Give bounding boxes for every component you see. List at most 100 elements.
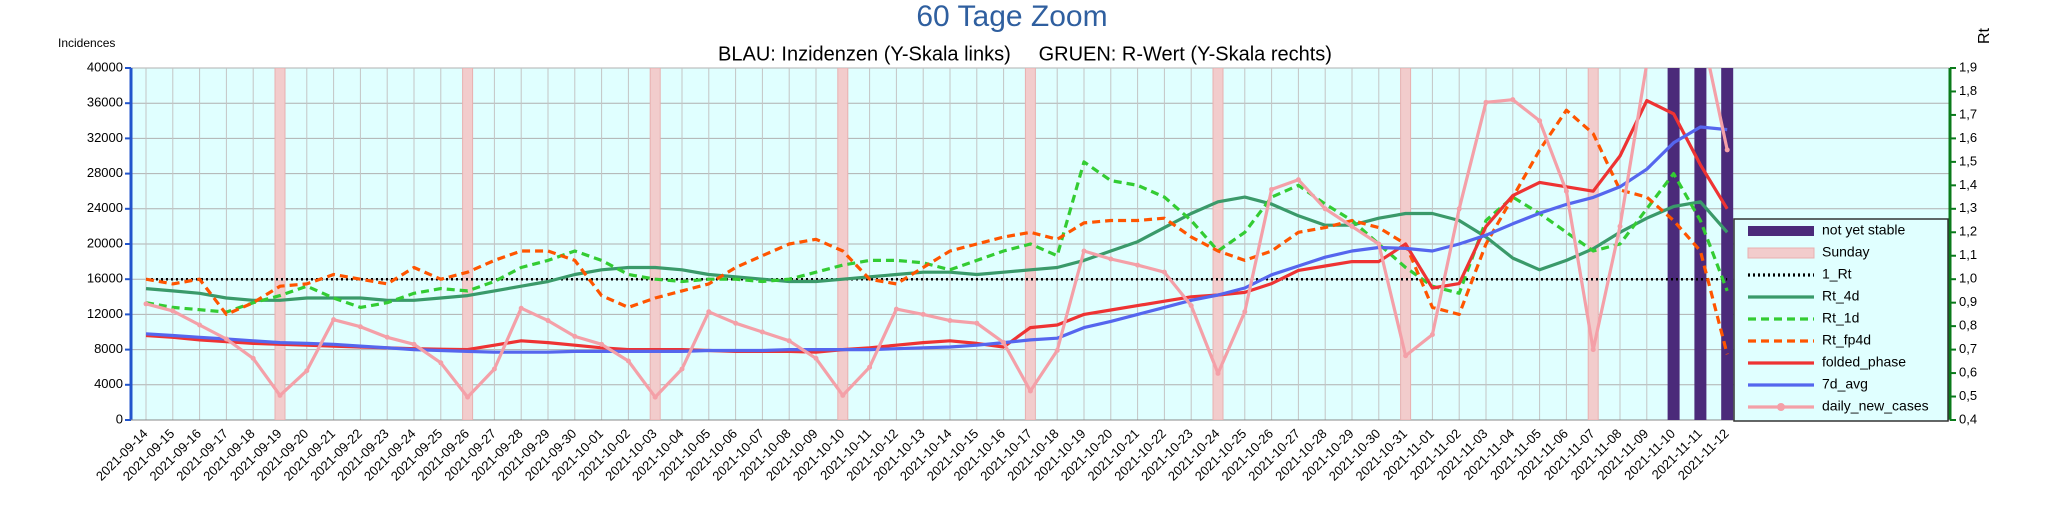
series-marker xyxy=(680,366,685,371)
series-marker xyxy=(438,360,443,365)
series-marker xyxy=(1644,61,1649,66)
y2-tick-label: 0,4 xyxy=(1959,411,1977,426)
series-marker xyxy=(1108,256,1113,261)
y2-axis-label: Rt xyxy=(1976,27,1993,44)
y-tick-label: 40000 xyxy=(87,59,123,74)
bar xyxy=(1721,68,1733,420)
y-tick-label: 0 xyxy=(116,411,123,426)
series-marker xyxy=(706,309,711,314)
y-tick-label: 4000 xyxy=(94,376,123,391)
series-marker xyxy=(921,312,926,317)
series-marker xyxy=(412,342,417,347)
series-marker xyxy=(170,308,175,313)
y-tick-label: 20000 xyxy=(87,235,123,250)
legend-swatch xyxy=(1748,226,1814,236)
y2-tick-label: 0,8 xyxy=(1959,318,1977,333)
series-marker xyxy=(1162,270,1167,275)
legend-label: Sunday xyxy=(1822,244,1869,260)
series-marker xyxy=(331,317,336,322)
series-marker xyxy=(1189,303,1194,308)
series-marker xyxy=(1484,100,1489,105)
legend-label: not yet stable xyxy=(1822,222,1905,238)
series-marker xyxy=(1296,177,1301,182)
series-marker xyxy=(974,321,979,326)
series-marker xyxy=(1350,224,1355,229)
series-marker xyxy=(572,334,577,339)
bar xyxy=(650,68,660,420)
legend-label: 1_Rt xyxy=(1822,266,1852,282)
y-tick-label: 36000 xyxy=(87,95,123,110)
legend-label: folded_phase xyxy=(1822,354,1906,370)
y2-tick-label: 0,5 xyxy=(1959,388,1977,403)
legend-label: Rt_1d xyxy=(1822,310,1859,326)
series-marker xyxy=(1725,147,1730,152)
series-marker xyxy=(787,338,792,343)
y2-tick-label: 0,7 xyxy=(1959,341,1977,356)
series-marker xyxy=(358,324,363,329)
series-marker xyxy=(1430,332,1435,337)
series-marker xyxy=(948,318,953,323)
y-tick-label: 12000 xyxy=(87,306,123,321)
bar xyxy=(275,68,285,420)
series-marker xyxy=(1564,189,1569,194)
y2-tick-label: 1,7 xyxy=(1959,106,1977,121)
bar xyxy=(1588,68,1598,420)
y2-tick-label: 1,2 xyxy=(1959,224,1977,239)
series-marker xyxy=(304,368,309,373)
y2-tick-label: 1,3 xyxy=(1959,200,1977,215)
series-marker xyxy=(1028,388,1033,393)
y2-tick-label: 1,0 xyxy=(1959,271,1977,286)
series-marker xyxy=(867,365,872,370)
series-marker xyxy=(251,356,256,361)
series-marker xyxy=(894,307,899,312)
y-tick-label: 28000 xyxy=(87,165,123,180)
bar xyxy=(463,68,473,420)
y2-tick-label: 1,8 xyxy=(1959,83,1977,98)
legend-label: Rt_fp4d xyxy=(1822,332,1871,348)
series-marker xyxy=(1216,371,1221,376)
y-tick-label: 16000 xyxy=(87,271,123,286)
series-marker xyxy=(653,395,658,400)
series-marker xyxy=(626,359,631,364)
y-tick-label: 32000 xyxy=(87,130,123,145)
series-marker xyxy=(760,330,765,335)
series-marker xyxy=(492,366,497,371)
series-marker xyxy=(278,393,283,398)
y2-tick-label: 1,4 xyxy=(1959,177,1977,192)
series-marker xyxy=(1618,224,1623,229)
series-marker xyxy=(1591,347,1596,352)
series-marker xyxy=(197,322,202,327)
series-marker xyxy=(385,335,390,340)
y2-tick-label: 1,6 xyxy=(1959,130,1977,145)
series-marker xyxy=(546,318,551,323)
y2-tick-label: 1,5 xyxy=(1959,153,1977,168)
series-marker xyxy=(599,342,604,347)
series-marker xyxy=(1510,97,1515,102)
series-marker xyxy=(1242,309,1247,314)
series-marker xyxy=(1135,263,1140,268)
series-marker xyxy=(1457,206,1462,211)
series-marker xyxy=(1376,242,1381,247)
y-axis-label: Incidences xyxy=(58,36,115,50)
chart-subtitle: BLAU: Inzidenzen (Y-Skala links) GRUEN: … xyxy=(718,43,1332,65)
legend-label: Rt_4d xyxy=(1822,288,1859,304)
series-marker xyxy=(1269,187,1274,192)
series-marker xyxy=(814,356,819,361)
series-marker xyxy=(1403,353,1408,358)
y2-tick-label: 1,9 xyxy=(1959,59,1977,74)
legend-marker xyxy=(1777,403,1785,411)
bar xyxy=(838,68,848,420)
series-marker xyxy=(1537,118,1542,123)
chart-title: 60 Tage Zoom xyxy=(916,0,1107,33)
y2-tick-label: 0,6 xyxy=(1959,365,1977,380)
series-marker xyxy=(840,393,845,398)
series-marker xyxy=(1698,22,1703,27)
y-tick-label: 8000 xyxy=(94,341,123,356)
series-marker xyxy=(224,337,229,342)
series-marker xyxy=(1001,340,1006,345)
series-marker xyxy=(1323,206,1328,211)
y2-tick-label: 0,9 xyxy=(1959,294,1977,309)
y-tick-label: 24000 xyxy=(87,200,123,215)
